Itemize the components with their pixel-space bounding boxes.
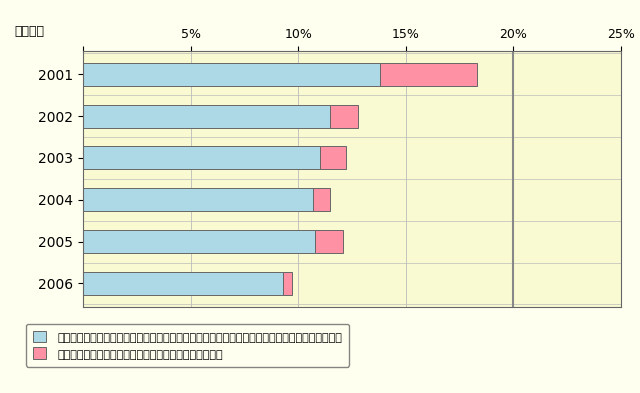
Legend: 車の近くにいる時やすぐ戻る時は、キーを付けたままにしたり、ドアをロックしないことがある, キーを抜いたり、ドアをロックしたりはあまりしてない: 車の近くにいる時やすぐ戻る時は、キーを付けたままにしたり、ドアをロックしないこと… [26,324,349,367]
Bar [380,63,477,86]
Bar [83,63,380,86]
Bar [316,230,344,253]
Bar [283,272,292,295]
Bar [83,230,316,253]
Bar [314,188,330,211]
Y-axis label: 調査年次: 調査年次 [15,25,44,38]
Bar [83,272,283,295]
Bar [83,105,330,128]
Bar [320,146,346,169]
Bar [83,146,320,169]
Bar [83,188,314,211]
Bar [330,105,358,128]
